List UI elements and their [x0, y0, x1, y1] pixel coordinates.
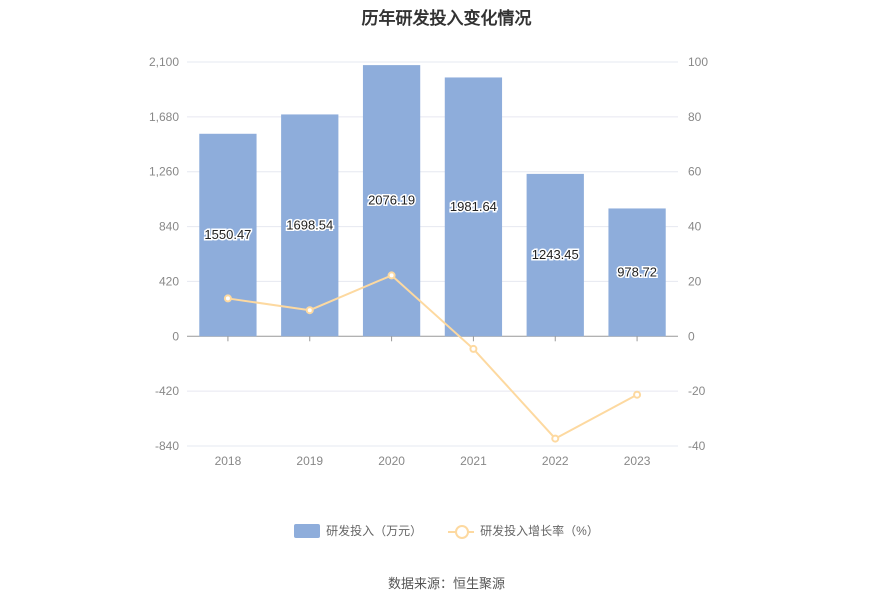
- bar: [608, 208, 666, 337]
- legend-label-growth-rate: 研发投入增长率（%）: [480, 524, 599, 538]
- x-tick-label: 2023: [624, 454, 651, 468]
- y-left-tick-label: 420: [159, 274, 179, 288]
- x-tick-label: 2019: [296, 454, 323, 468]
- legend-item-rd-spend[interactable]: 研发投入（万元）: [294, 522, 422, 539]
- legend-bar-swatch: [294, 523, 321, 538]
- growth-rate-point: [387, 271, 396, 280]
- bar: [444, 77, 503, 337]
- y-right-tick-label: 20: [688, 274, 702, 288]
- y-left-tick-label: 2,100: [149, 55, 179, 69]
- x-tick-label: 2020: [378, 454, 405, 468]
- legend-label-rd-spend: 研发投入（万元）: [326, 524, 423, 538]
- growth-rate-point: [551, 434, 560, 443]
- y-left-tick-label: 840: [159, 220, 179, 234]
- bar-data-label: 1550.47: [204, 227, 251, 242]
- bar: [281, 114, 339, 337]
- y-right-tick-label: 40: [688, 220, 702, 234]
- growth-rate-line: [227, 274, 638, 440]
- bar-data-label: 1981.64: [450, 199, 497, 214]
- bar-data-label: 1243.45: [532, 247, 579, 262]
- y-right-tick-label: 80: [688, 110, 702, 124]
- growth-rate-point: [305, 306, 314, 315]
- bar: [526, 173, 584, 337]
- x-tick-label: 2018: [215, 454, 242, 468]
- growth-rate-point: [223, 294, 232, 303]
- bar-data-label: 978.72: [617, 264, 657, 279]
- y-left-tick-label: 1,680: [149, 110, 179, 124]
- y-left-tick-label: 0: [172, 329, 179, 343]
- bar: [362, 65, 421, 337]
- legend-line-swatch: [448, 524, 475, 539]
- legend-item-growth-rate[interactable]: 研发投入增长率（%）: [448, 522, 599, 539]
- growth-rate-point: [633, 390, 642, 399]
- bar-data-label: 1698.54: [286, 217, 333, 232]
- y-right-tick-label: -20: [688, 384, 706, 398]
- x-tick-label: 2021: [460, 454, 487, 468]
- legend: 研发投入（万元） 研发投入增长率（%）: [0, 522, 893, 539]
- growth-rate-point: [469, 344, 478, 353]
- y-right-tick-label: 0: [688, 329, 695, 343]
- bar-data-label: 2076.19: [368, 193, 415, 208]
- x-tick-label: 2022: [542, 454, 569, 468]
- y-right-tick-label: 100: [688, 55, 708, 69]
- source-note: 数据来源：恒生聚源: [387, 576, 505, 591]
- y-left-tick-label: -840: [155, 439, 179, 453]
- y-left-tick-label: 1,260: [149, 165, 179, 179]
- y-right-tick-label: -40: [688, 439, 706, 453]
- y-left-tick-label: -420: [155, 384, 179, 398]
- bar: [199, 133, 257, 337]
- y-right-tick-label: 60: [688, 165, 702, 179]
- chart-title: 历年研发投入变化情况: [361, 9, 532, 28]
